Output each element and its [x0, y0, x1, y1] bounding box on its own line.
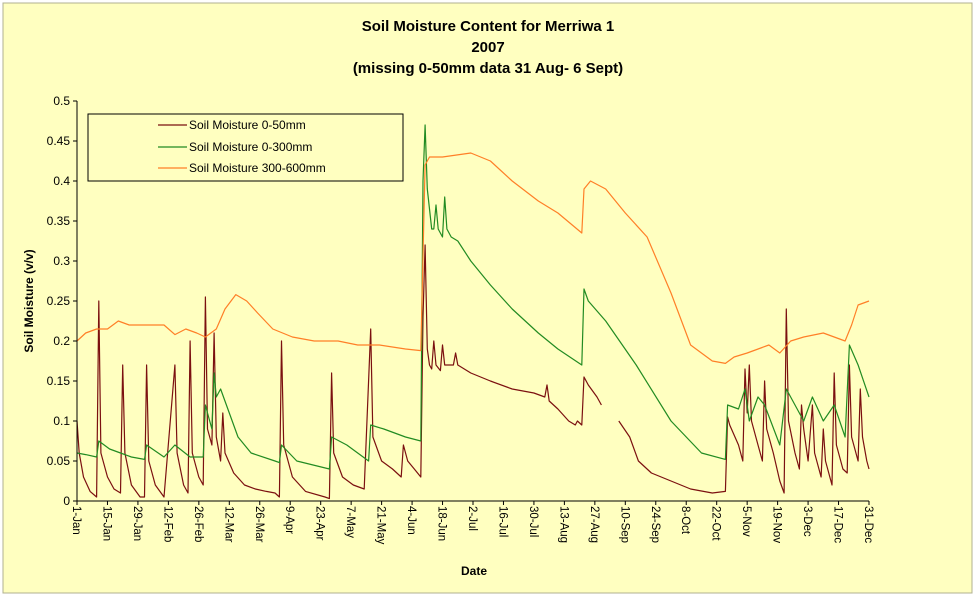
x-tick-label: 26-Mar — [253, 506, 265, 543]
x-tick-label: 23-Apr — [314, 506, 326, 541]
y-tick-label: 0.45 — [47, 134, 71, 148]
y-tick-label: 0.3 — [53, 254, 70, 268]
axes-layer: 0 0.05 0.1 0.15 0.2 0.25 0.3 0.35 0.4 0.45 0.5 1-Ja… — [47, 94, 874, 545]
x-tick-label: 9-Apr — [283, 506, 295, 534]
x-tick-label: 24-Sep — [649, 506, 661, 543]
x-tick-label: 7-May — [344, 506, 356, 538]
x-tick-label: 30-Jul — [527, 506, 539, 537]
chart-title-line-1: Soil Moisture Content for Merriwa 1 — [362, 18, 615, 35]
x-tick-label: 12-Mar — [222, 506, 234, 543]
x-tick-label: 27-Aug — [588, 506, 600, 543]
x-tick-label: 17-Dec — [832, 506, 844, 543]
x-tick-label: 15-Jan — [101, 506, 113, 541]
x-tick-label: 16-Jul — [497, 506, 509, 537]
series-line-1 — [76, 244, 870, 500]
x-tick-label: 26-Feb — [192, 506, 204, 542]
y-tick-label: 0.35 — [47, 214, 71, 228]
x-tick-label: 5-Nov — [740, 506, 752, 537]
series-layer — [76, 124, 870, 500]
x-tick-label: 8-Oct — [679, 506, 691, 535]
x-tick-label: 10-Sep — [618, 506, 630, 543]
y-axis-title: Soil Moisture (v/v) — [22, 249, 36, 352]
x-tick-label: 21-May — [375, 506, 387, 545]
series-line-3 — [76, 152, 870, 364]
x-tick-label: 3-Dec — [801, 506, 813, 537]
series-line-2 — [76, 124, 870, 470]
x-tick-label: 29-Jan — [131, 506, 143, 541]
x-tick-label: 22-Oct — [710, 506, 722, 541]
legend-label-0-50mm: Soil Moisture 0-50mm — [189, 118, 306, 132]
y-tick-label: 0.5 — [53, 94, 70, 108]
y-tick-label: 0 — [63, 494, 70, 508]
x-tick-label: 1-Jan — [70, 506, 82, 535]
y-tick-label: 0.2 — [53, 334, 70, 348]
y-tick-label: 0.4 — [53, 174, 70, 188]
x-tick-label: 19-Nov — [771, 506, 783, 543]
x-tick-label: 31-Dec — [862, 506, 874, 543]
x-tick-label: 18-Jun — [436, 506, 448, 541]
y-tick-label: 0.05 — [47, 454, 71, 468]
chart-title-line-3: (missing 0-50mm data 31 Aug- 6 Sept) — [353, 60, 623, 77]
y-tick-label: 0.15 — [47, 374, 71, 388]
x-tick-label: 2-Jul — [466, 506, 478, 531]
x-axis-title: Date — [461, 564, 487, 578]
x-tick-label: 4-Jun — [405, 506, 417, 535]
x-tick-label: 12-Feb — [161, 506, 173, 542]
y-tick-label: 0.25 — [47, 294, 71, 308]
legend-label-300-600mm: Soil Moisture 300-600mm — [189, 161, 326, 175]
legend: Soil Moisture 0-50mm Soil Moisture 0-300… — [87, 113, 404, 182]
x-tick-label: 13-Aug — [557, 506, 569, 543]
y-tick-label: 0.1 — [53, 414, 70, 428]
chart-title-line-2: 2007 — [471, 39, 504, 56]
legend-box — [87, 113, 404, 182]
legend-label-0-300mm: Soil Moisture 0-300mm — [189, 140, 312, 154]
